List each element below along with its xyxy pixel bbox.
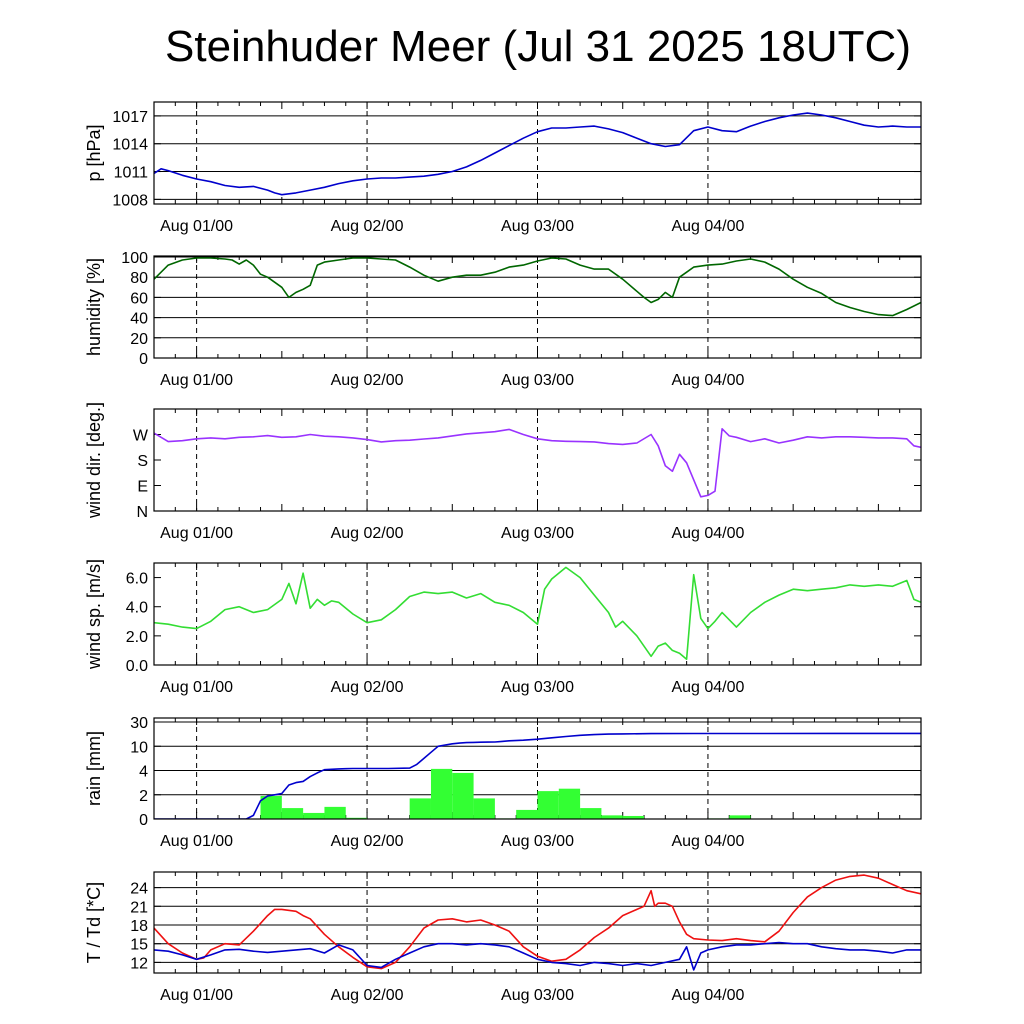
rain-bar — [516, 809, 538, 819]
humidity-ytick-label: 20 — [130, 331, 148, 348]
humidity-panel: 0 20 40 60 80 100 humidity [%] Aug 01/00 Aug 02/… — [84, 250, 922, 389]
temperature-series-0 — [154, 874, 921, 970]
temperature-xtick-label-3: Aug 04/00 — [671, 987, 744, 1004]
pressure-frame — [153, 101, 922, 205]
wind-direction-ylabel: wind dir. [deg.] — [84, 402, 104, 519]
rain-bar — [537, 791, 559, 819]
rain-bar — [345, 817, 368, 819]
wind-speed-xtick-label-2: Aug 03/00 — [501, 679, 574, 696]
wind-speed-frame — [153, 562, 922, 666]
temperature-ytick-label: 18 — [130, 918, 148, 935]
temperature-ylabel: T / Td [*C] — [84, 882, 104, 963]
rain-bar — [622, 815, 645, 819]
humidity-ytick-label: 40 — [130, 311, 148, 328]
pressure-ytick-label: 1017 — [112, 109, 148, 126]
humidity-ytick-label: 60 — [130, 290, 148, 307]
humidity-ytick-label: 100 — [121, 250, 148, 267]
wind-direction-xtick-label-0: Aug 01/00 — [160, 525, 233, 542]
rain-ytick-label: 0 — [139, 812, 148, 829]
pressure-series-0 — [154, 112, 921, 196]
wind-direction-ytick-label: S — [137, 453, 148, 470]
rain-bar — [452, 772, 474, 819]
wind-speed-ylabel: wind sp. [m/s] — [84, 559, 104, 670]
rain-bar — [260, 795, 282, 819]
humidity-xtick-label-0: Aug 01/00 — [160, 372, 233, 389]
rain-ytick-label: 10 — [130, 739, 148, 756]
pressure-xtick-label-3: Aug 04/00 — [671, 218, 744, 235]
rain-bar — [558, 788, 581, 819]
wind-speed-ytick-label: 6.0 — [126, 571, 148, 588]
rain-ytick-label: 2 — [139, 788, 148, 805]
wind-speed-xtick-label-0: Aug 01/00 — [160, 679, 233, 696]
rain-xtick-label-0: Aug 01/00 — [160, 833, 233, 850]
temperature-frame — [153, 871, 922, 974]
humidity-xtick-label-1: Aug 02/00 — [331, 372, 404, 389]
rain-bar — [580, 808, 602, 819]
rain-bar — [409, 798, 431, 819]
rain-bar — [303, 812, 325, 819]
pressure-ytick-label: 1014 — [112, 137, 148, 154]
wind-direction-xtick-label-3: Aug 04/00 — [671, 525, 744, 542]
wind-speed-panel: 0.0 2.0 4.0 6.0 wind sp. [m/s] Aug 01/00 Aug 0… — [84, 559, 922, 696]
humidity-series-0 — [154, 257, 921, 317]
temperature-ytick-label: 24 — [130, 881, 148, 898]
pressure-ylabel: p [hPa] — [84, 124, 104, 181]
rain-frame — [153, 717, 922, 820]
humidity-ytick-label: 80 — [130, 270, 148, 287]
wind-direction-ytick-label: W — [133, 428, 149, 445]
rain-xtick-label-1: Aug 02/00 — [331, 833, 404, 850]
wind-speed-ytick-label: 0.0 — [126, 658, 148, 675]
pressure-xtick-label-1: Aug 02/00 — [331, 218, 404, 235]
rain-bar — [729, 815, 751, 819]
rain-ytick-label: 30 — [130, 715, 148, 732]
rain-bar — [430, 768, 453, 819]
pressure-panel: 1008 1011 1014 1017 p [hPa] Aug 01/00 Aug 02/0… — [84, 101, 922, 235]
wind-direction-xtick-label-1: Aug 02/00 — [331, 525, 404, 542]
rain-ylabel: rain [mm] — [84, 731, 104, 806]
humidity-frame — [153, 255, 922, 359]
temperature-xtick-label-0: Aug 01/00 — [160, 987, 233, 1004]
temperature-series-1 — [154, 941, 921, 971]
wind-speed-ytick-label: 4.0 — [126, 600, 148, 617]
wind-direction-ytick-label: E — [137, 479, 148, 496]
wind-speed-ytick-label: 2.0 — [126, 629, 148, 646]
humidity-ylabel: humidity [%] — [84, 258, 104, 356]
rain-bar — [601, 815, 623, 819]
rain-xtick-label-2: Aug 03/00 — [501, 833, 574, 850]
rain-bar — [324, 806, 346, 819]
wind-direction-xtick-label-2: Aug 03/00 — [501, 525, 574, 542]
pressure-ytick-label: 1011 — [114, 165, 149, 182]
rain-bar — [473, 798, 495, 819]
wind-direction-series-0 — [154, 428, 921, 498]
wind-speed-xtick-label-3: Aug 04/00 — [671, 679, 744, 696]
humidity-xtick-label-3: Aug 04/00 — [671, 372, 744, 389]
chart-title: Steinhuder Meer (Jul 31 2025 18UTC) — [165, 22, 911, 71]
rain-xtick-label-3: Aug 04/00 — [671, 833, 744, 850]
humidity-xtick-label-2: Aug 03/00 — [501, 372, 574, 389]
rain-panel: 0 2 4 10 30 rain [mm] Aug 01/00 Aug 02/00 Aug 03… — [84, 715, 922, 850]
rain-ytick-label: 4 — [139, 764, 148, 781]
humidity-ytick-label: 0 — [139, 351, 148, 368]
temperature-xtick-label-1: Aug 02/00 — [331, 987, 404, 1004]
wind-speed-series-0 — [154, 566, 921, 660]
temperature-ytick-label: 12 — [130, 955, 148, 972]
pressure-ytick-label: 1008 — [112, 192, 148, 209]
wind-speed-xtick-label-1: Aug 02/00 — [331, 679, 404, 696]
temperature-xtick-label-2: Aug 03/00 — [501, 987, 574, 1004]
pressure-xtick-label-0: Aug 01/00 — [160, 218, 233, 235]
rain-series-0 — [154, 732, 921, 819]
temperature-ytick-label: 21 — [130, 899, 148, 916]
rain-bar — [281, 808, 304, 819]
pressure-xtick-label-2: Aug 03/00 — [501, 218, 574, 235]
temperature-ytick-label: 15 — [130, 937, 148, 954]
wind-direction-frame — [153, 408, 922, 512]
wind-direction-ytick-label: N — [136, 504, 148, 521]
